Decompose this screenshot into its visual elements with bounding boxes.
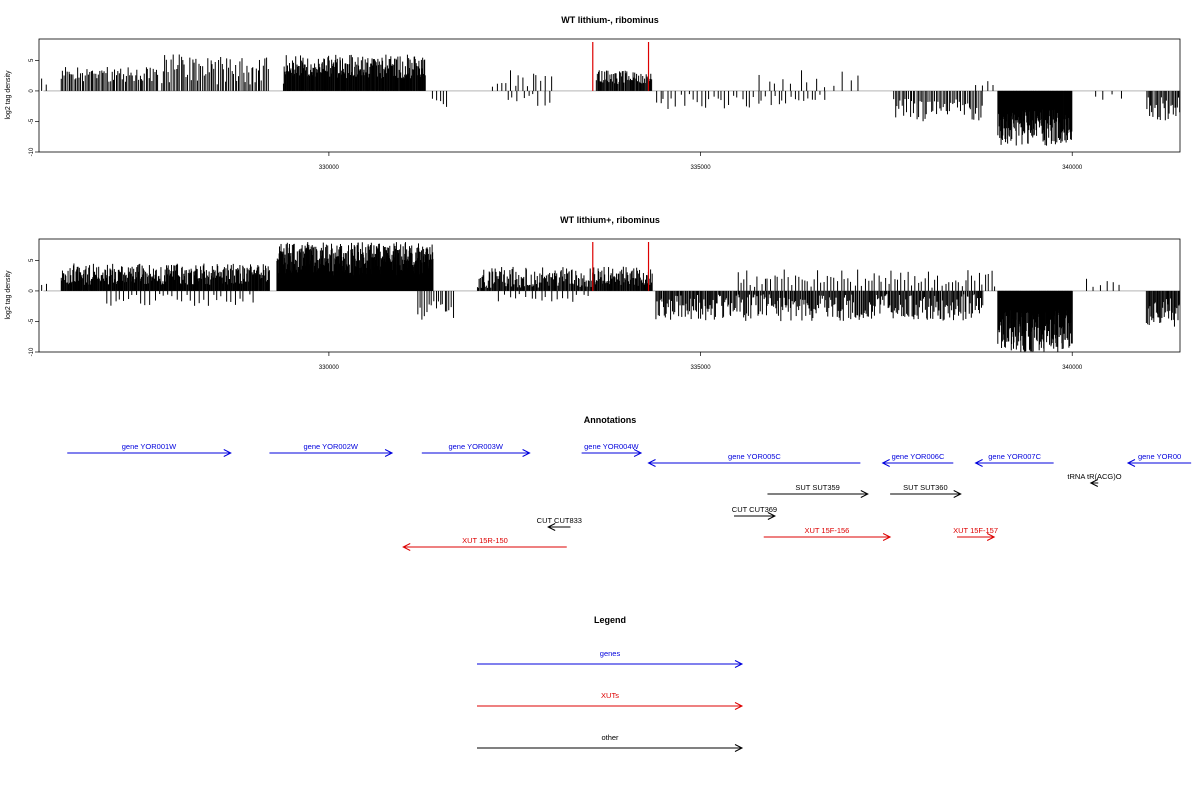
legend-item: XUTs — [477, 691, 744, 710]
track-panel-lithium-minus: WT lithium-, ribominus log2 tag density … — [5, 15, 1181, 171]
axes: 330000 335000 340000 -10 -5 0 5 — [29, 38, 1181, 171]
feature-label: gene YOR007C — [988, 452, 1041, 461]
feature-label: gene YOR006C — [892, 452, 945, 461]
feature-other: SUT SUT360 — [890, 483, 962, 498]
y-tick-label: 5 — [29, 258, 35, 262]
feature-label: gene YOR003W — [448, 442, 503, 451]
feature-label: gene YOR004W — [584, 442, 639, 451]
arrow-head — [881, 459, 890, 467]
arrow-head — [1089, 479, 1099, 487]
arrow-head — [986, 533, 996, 541]
y-tick-label: 5 — [29, 58, 35, 62]
feature-gene: gene YOR004W — [581, 442, 643, 457]
coverage-bars — [41, 242, 1180, 352]
feature-gene: gene YOR001W — [67, 442, 232, 457]
feature-label: XUT 15F-157 — [953, 526, 998, 535]
y-tick-label: -5 — [29, 318, 35, 324]
arrow-head — [734, 660, 744, 668]
legend-item: genes — [477, 649, 744, 668]
feature-arrows: gene YOR001W gene YOR002W gene YOR003W gene… — [67, 442, 1192, 551]
plot-frame — [38, 38, 1181, 153]
feature-gene: gene YOR00 — [1126, 452, 1192, 467]
feature-gene: gene YOR006C — [881, 452, 954, 467]
arrow-head — [882, 533, 892, 541]
arrow-head — [767, 512, 777, 520]
feature-label: CUT CUT369 — [732, 505, 777, 514]
x-tick-label: 340000 — [1062, 365, 1083, 371]
feature-gene: gene YOR003W — [421, 442, 531, 457]
feature-label: tRNA tR(ACG)O — [1067, 472, 1121, 481]
feature-label: gene YOR00 — [1138, 452, 1181, 461]
feature-other: CUT CUT369 — [732, 505, 777, 520]
x-tick-label: 335000 — [691, 165, 712, 171]
arrow-head — [953, 490, 962, 498]
y-tick-label: 0 — [29, 89, 35, 93]
feature-label: SUT SUT359 — [795, 483, 839, 492]
legend-title: Legend — [594, 615, 626, 625]
arrow-head — [734, 744, 744, 752]
feature-label: CUT CUT833 — [537, 516, 582, 525]
y-tick-label: -10 — [29, 347, 35, 356]
feature-label: XUT 15R-150 — [462, 536, 508, 545]
panel-title: WT lithium-, ribominus — [561, 15, 659, 25]
feature-gene: gene YOR002W — [269, 442, 394, 457]
feature-other: tRNA tR(ACG)O — [1067, 472, 1122, 487]
feature-label: gene YOR001W — [122, 442, 177, 451]
y-axis-label: log2 tag density — [5, 270, 12, 320]
feature-other: SUT SUT359 — [767, 483, 869, 498]
feature-label: SUT SUT360 — [903, 483, 947, 492]
legend: Legend genes XUTs other — [477, 615, 744, 752]
legend-label: XUTs — [601, 691, 619, 700]
legend-label: genes — [600, 649, 621, 658]
arrow-head — [547, 523, 556, 531]
feature-xut: XUT 15F-156 — [763, 526, 892, 541]
panel-title: WT lithium+, ribominus — [560, 215, 660, 225]
arrow-head — [974, 459, 983, 467]
x-tick-label: 330000 — [319, 165, 340, 171]
x-tick-label: 330000 — [319, 365, 340, 371]
feature-gene: gene YOR007C — [974, 452, 1054, 467]
track-panel-lithium-plus: WT lithium+, ribominus log2 tag density … — [5, 215, 1181, 371]
arrow-head — [647, 459, 656, 467]
x-tick-label: 340000 — [1062, 165, 1083, 171]
legend-item: other — [477, 733, 744, 752]
annotations-title: Annotations — [584, 415, 637, 425]
annotations-track: Annotations gene YOR001W gene YOR002W gene… — [67, 415, 1192, 551]
x-tick-label: 335000 — [691, 365, 712, 371]
y-tick-label: -10 — [29, 147, 35, 156]
legend-items: genes XUTs other — [477, 649, 744, 752]
arrow-head — [522, 449, 531, 457]
coverage-bars — [41, 42, 1181, 146]
y-tick-label: 0 — [29, 289, 35, 293]
feature-other: CUT CUT833 — [537, 516, 582, 531]
feature-label: XUT 15F-156 — [804, 526, 849, 535]
plot-frame — [38, 238, 1181, 353]
arrow-head — [1126, 459, 1136, 467]
y-axis-label: log2 tag density — [5, 70, 12, 120]
feature-xut: XUT 15R-150 — [402, 536, 567, 551]
arrow-head — [633, 449, 643, 457]
arrow-head — [860, 490, 869, 498]
arrow-head — [223, 449, 232, 457]
axes: 330000 335000 340000 -10 -5 0 5 — [29, 238, 1181, 371]
feature-label: gene YOR002W — [304, 442, 359, 451]
feature-xut: XUT 15F-157 — [953, 526, 998, 541]
legend-label: other — [601, 733, 619, 742]
feature-label: gene YOR005C — [728, 452, 781, 461]
y-tick-label: -5 — [29, 118, 35, 124]
arrow-head — [384, 449, 394, 457]
arrow-head — [402, 543, 411, 551]
feature-gene: gene YOR005C — [647, 452, 861, 467]
arrow-head — [734, 702, 744, 710]
